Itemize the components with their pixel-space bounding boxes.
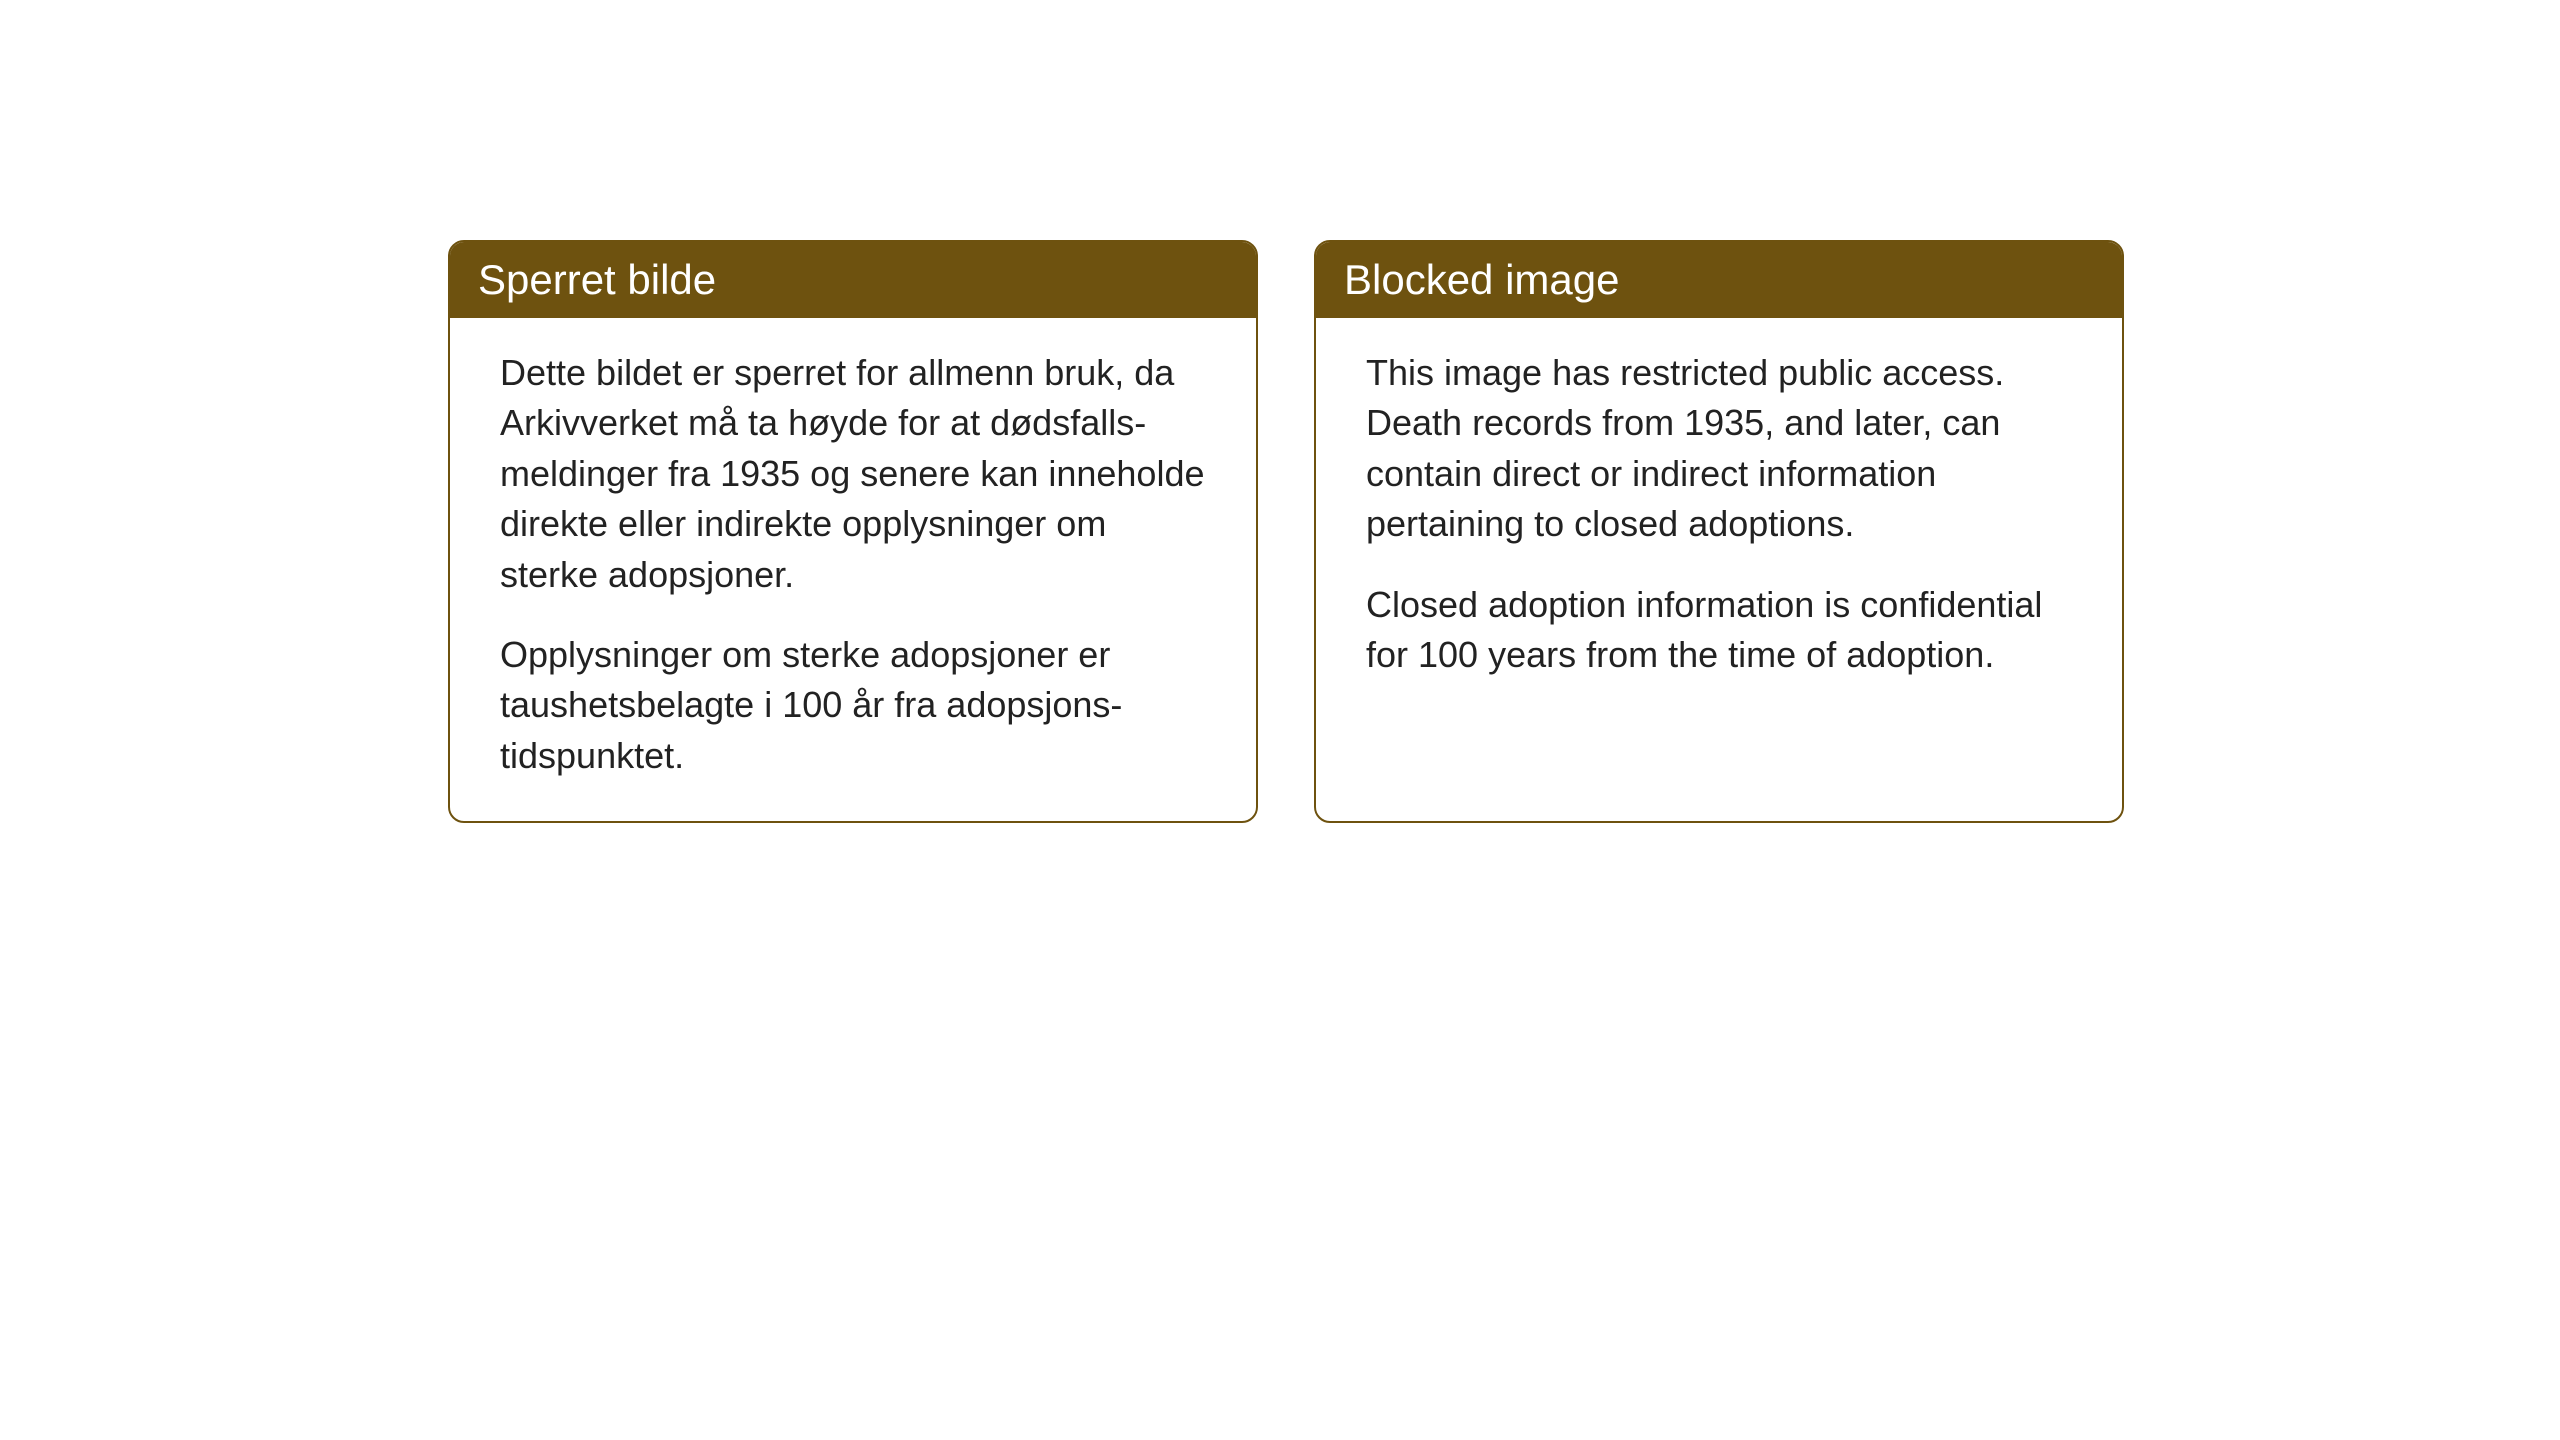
cards-container: Sperret bilde Dette bildet er sperret fo… (448, 240, 2124, 823)
norwegian-paragraph-2: Opplysninger om sterke adopsjoner er tau… (500, 630, 1206, 781)
english-paragraph-1: This image has restricted public access.… (1366, 348, 2072, 550)
english-card-body: This image has restricted public access.… (1316, 318, 2122, 738)
norwegian-paragraph-1: Dette bildet er sperret for allmenn bruk… (500, 348, 1206, 600)
english-card: Blocked image This image has restricted … (1314, 240, 2124, 823)
norwegian-card-body: Dette bildet er sperret for allmenn bruk… (450, 318, 1256, 821)
english-card-header: Blocked image (1316, 242, 2122, 318)
norwegian-card-header: Sperret bilde (450, 242, 1256, 318)
english-card-title: Blocked image (1344, 256, 1619, 303)
english-paragraph-2: Closed adoption information is confident… (1366, 580, 2072, 681)
norwegian-card: Sperret bilde Dette bildet er sperret fo… (448, 240, 1258, 823)
norwegian-card-title: Sperret bilde (478, 256, 716, 303)
